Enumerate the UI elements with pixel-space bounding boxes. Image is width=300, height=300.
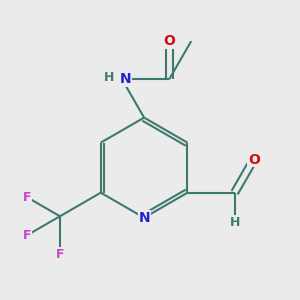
Text: N: N <box>138 211 150 225</box>
Text: H: H <box>230 216 240 229</box>
Text: F: F <box>22 190 31 204</box>
Text: F: F <box>22 229 31 242</box>
Text: N: N <box>120 72 131 86</box>
Text: H: H <box>103 70 114 83</box>
Text: O: O <box>248 152 260 167</box>
Text: O: O <box>163 34 175 48</box>
Text: F: F <box>56 248 64 261</box>
